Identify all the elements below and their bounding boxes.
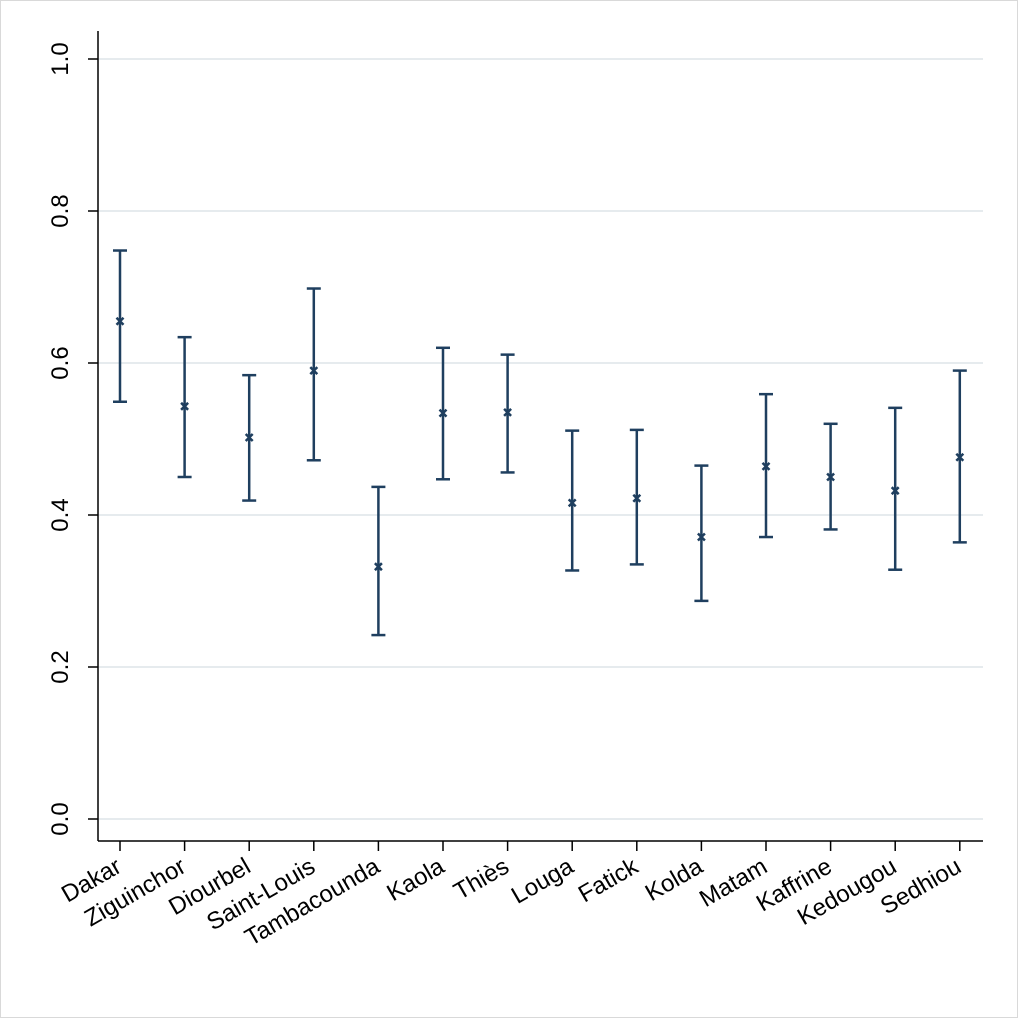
point-marker	[180, 401, 189, 411]
error-bar-group	[177, 335, 192, 479]
gridlines	[98, 58, 983, 820]
point-marker	[374, 562, 383, 572]
y-tick-label: 1.0	[47, 42, 74, 75]
category-label: Louga	[507, 852, 579, 909]
axes: 0.0 0.2 0.4 0.6 0.8 1.0	[47, 31, 983, 851]
error-bar-group	[306, 287, 321, 462]
error-bar-group	[113, 249, 127, 404]
point-marker	[438, 408, 448, 418]
error-bar-group	[629, 428, 644, 566]
error-bar-group	[823, 422, 838, 531]
y-tick-label: 0.4	[47, 498, 74, 531]
error-bar-group	[242, 373, 257, 502]
error-bar-group	[952, 369, 967, 544]
category-labels: DakarZiguinchorDiourbelSaint-LouisTambac…	[57, 852, 966, 951]
error-bar-group	[759, 392, 773, 539]
category-label: Fatick	[574, 852, 644, 908]
point-marker	[567, 498, 577, 508]
point-marker	[632, 493, 642, 503]
point-marker	[697, 532, 706, 542]
y-tick-label: 0.6	[47, 346, 74, 379]
error-bar-group	[500, 353, 515, 474]
point-marker	[826, 472, 835, 482]
y-tick-label: 0.0	[47, 802, 74, 835]
category-label: Kolda	[641, 852, 708, 906]
point-marker	[761, 461, 771, 471]
error-bar-group	[565, 429, 580, 572]
category-label: Thiès	[449, 853, 513, 906]
y-tick-label: 0.2	[47, 650, 74, 683]
point-marker	[503, 408, 512, 417]
error-bar-group	[888, 406, 903, 571]
point-marker	[244, 433, 254, 442]
point-marker	[955, 452, 965, 462]
category-label: Kaola	[382, 852, 449, 906]
error-bar-group	[436, 346, 450, 481]
point-marker	[890, 486, 900, 496]
y-tick-label: 0.8	[47, 194, 74, 227]
error-bar-group	[371, 485, 386, 637]
error-bar-group	[694, 464, 709, 603]
point-marker	[309, 366, 319, 375]
series-group	[113, 249, 967, 637]
point-marker	[115, 316, 125, 326]
